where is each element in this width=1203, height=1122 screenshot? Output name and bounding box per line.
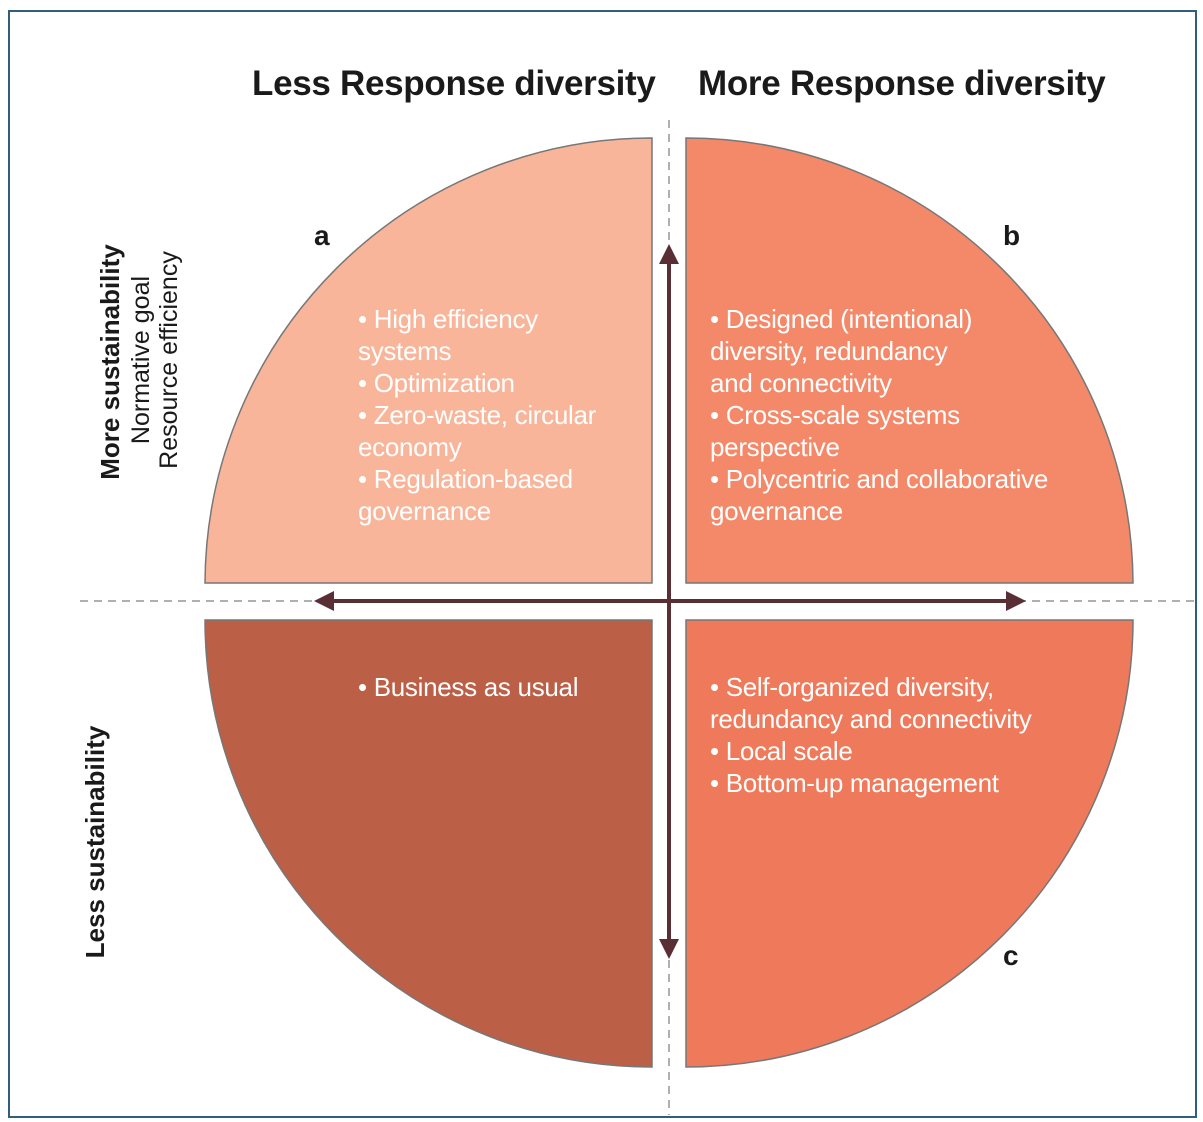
quadrant-b-text: Designed (intentional)diversity, redunda… [710,303,1120,527]
more-sustainability-label: More sustainability [95,244,125,480]
quadrant-a-text: High efficiencysystemsOptimizationZero-w… [358,303,648,527]
bullet-continuation: governance [710,496,843,526]
quadrant-c-letter: c [1003,940,1019,971]
bullet-line: High efficiency [358,303,648,335]
more-response-diversity-heading: More Response diversity [698,64,1106,103]
quadrant-c-bullet-item: Self-organized diversity,redundancy and … [710,671,1120,735]
bullet-line: Optimization [358,367,648,399]
quadrant-d [204,619,653,1068]
bullet-line: Cross-scale systems [710,399,1120,431]
quadrant-c-bullet-item: Bottom-up management [710,767,1120,799]
bullet-line: Designed (intentional) [710,303,1120,335]
bullet-line: Bottom-up management [710,767,1120,799]
figure-frame [8,10,1197,1118]
bullet-line: Regulation-based [358,463,648,495]
quadrant-d-text: Business as usual [358,671,648,703]
quadrant-a-bullet-item: Optimization [358,367,648,399]
quadrant-a-letter: a [314,220,330,251]
bullet-continuation: and connectivity [710,368,892,398]
bullet-continuation: economy [358,432,462,462]
bullet-continuation: systems [358,336,452,366]
bullet-line: Polycentric and collaborative [710,463,1120,495]
side-subtitle: Normative goal Resource efficiency [127,225,183,495]
quadrant-d-bullet-item: Business as usual [358,671,648,703]
less-sustainability-label: Less sustainability [80,725,110,959]
bullet-line: Local scale [710,735,1120,767]
quadrant-b-letter: b [1003,220,1021,251]
bullet-line: Business as usual [358,671,648,703]
bullet-continuation: redundancy and connectivity [710,704,1032,734]
quadrant-b-bullet-item: Designed (intentional)diversity, redunda… [710,303,1120,399]
resource-efficiency-label: Resource efficiency [155,251,183,469]
bullet-line: Zero-waste, circular [358,399,648,431]
normative-goal-label: Normative goal [127,275,155,445]
bullet-continuation: perspective [710,432,840,462]
less-response-diversity-heading: Less Response diversity [252,64,656,103]
quadrant-c-bullet-item: Local scale [710,735,1120,767]
quadrant-c-text: Self-organized diversity,redundancy and … [710,671,1120,799]
bullet-continuation: governance [358,496,491,526]
quadrant-c [685,619,1134,1068]
bullet-continuation: diversity, redundancy [710,336,948,366]
bullet-line: Self-organized diversity, [710,671,1120,703]
